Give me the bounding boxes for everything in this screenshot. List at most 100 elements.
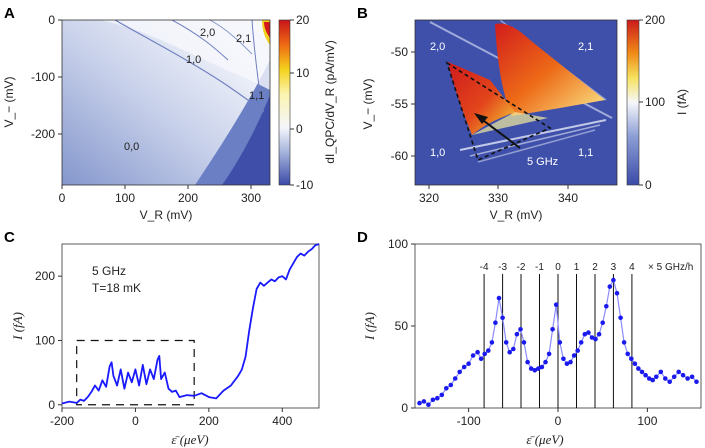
panel-d-data-point (625, 351, 630, 357)
panel-d-photon-label: 3 (611, 262, 617, 273)
panel-d-data-point (676, 369, 681, 375)
panel-b-region-label: 2,0 (430, 41, 445, 53)
panel-a-x-tick: 0 (59, 191, 66, 205)
panel-a-region-label: 0,0 (124, 141, 139, 153)
panel-a-region-label: 2,0 (200, 27, 215, 39)
panel-d-data-point (561, 356, 566, 362)
panel-d-data-point (654, 374, 659, 380)
panel-d-data-point (643, 372, 648, 378)
panel-b-annotation: 5 GHz (527, 156, 558, 168)
panel-d-letter: D (357, 229, 368, 246)
panel-d-photon-label: 4 (629, 262, 635, 273)
panel-d-photon-unit: × 5 GHz/h (648, 262, 693, 273)
panel-d-data-point (575, 348, 580, 353)
panel-b-x-axis: 320 330 340 V_R (mV) (419, 185, 578, 222)
panel-a-y-tick: -200 (31, 127, 55, 141)
panel-b-y-tick: -60 (391, 149, 409, 163)
panel-b-x-tick: 340 (558, 191, 578, 205)
panel-c-x-tick: 200 (199, 414, 219, 428)
panel-d-data-point (486, 348, 491, 353)
panel-d-data-point (421, 399, 427, 404)
panel-d-data-point (493, 320, 498, 326)
panel-d-photon-label: -1 (535, 262, 544, 273)
panel-d-data-point (466, 361, 471, 367)
panel-d-data-point (496, 295, 502, 301)
panel-d-y-tick: 0 (401, 401, 408, 415)
panel-d-data-point (680, 372, 686, 378)
panel-d-data-point (543, 359, 548, 365)
panel-a-region-label: 1,1 (249, 90, 264, 102)
panel-d-data-point (632, 361, 638, 367)
panel-d-data-point (689, 374, 695, 380)
panel-d-data-point (667, 379, 672, 385)
panel-d-data-point (629, 356, 634, 362)
panel-d-data-point (489, 340, 495, 345)
panel-d-data-point (475, 349, 480, 355)
panel-d-data-point (618, 315, 623, 321)
panel-d-data-point (546, 351, 552, 357)
panel-a-heatmap (62, 20, 270, 185)
panel-d-photon-label: -2 (517, 262, 526, 273)
panel-d-data-point (636, 366, 641, 371)
panel-d-x-tick: 0 (555, 414, 562, 428)
panel-d-x-tick: 100 (637, 414, 657, 428)
panel-d-data-point (582, 331, 588, 337)
panel-d-data-point (478, 356, 484, 362)
panel-a-y-axis: 0 -100 -200 V_− (mV) (2, 13, 62, 141)
panel-d-data-point (621, 340, 627, 345)
panel-c-x-tick: 0 (132, 414, 139, 428)
panel-c-y-tick: 200 (35, 269, 55, 283)
panel-a-colorbar-label: dI_QPC/dV_R (pA/mV) (323, 40, 337, 163)
panel-b-region-label: 1,1 (578, 147, 593, 159)
panel-c-plot (61, 243, 320, 405)
panel-c-y-axis: 0 100 200 (35, 269, 62, 412)
panel-b-y-tick: -50 (391, 45, 409, 59)
panel-c-annotation-freq: 5 GHz (92, 264, 126, 278)
panel-b-colorbar-label: I (fA) (675, 89, 689, 115)
panel-d-photon-label: 0 (555, 262, 561, 273)
panel-d-photon-label: 2 (592, 262, 598, 273)
panel-d-data-point (553, 302, 559, 308)
panel-d-data-point (452, 376, 458, 381)
panel-c-frame (61, 243, 320, 409)
panel-b-heatmap (415, 20, 617, 185)
panel-d-data-point (514, 331, 520, 337)
panel-d-data-point (593, 336, 598, 342)
panel-a-colorbar-tick: 20 (296, 13, 310, 27)
panel-a-x-tick: 100 (115, 191, 135, 205)
panel-a-colorbar-tick: -10 (296, 178, 314, 192)
panel-b-letter: B (357, 5, 368, 22)
panel-d-data-point (600, 320, 605, 326)
panel-d-x-tick: -100 (457, 414, 481, 428)
panel-d-data-point (607, 284, 613, 289)
panel-c-x-tick: -200 (50, 414, 74, 428)
panel-a-letter: A (4, 5, 15, 22)
panel-d-x-label: ε̄ (μeV) (526, 432, 563, 447)
panel-c-x-tick: 400 (272, 414, 292, 428)
panel-d-data-point (694, 379, 699, 385)
panel-a-colorbar: 20 10 0 -10 dI_QPC/dV_R (pA/mV) (278, 13, 337, 192)
panel-a-x-tick: 300 (241, 191, 261, 205)
panel-d-data-point (539, 364, 545, 370)
panel-d-photon-label: 1 (574, 262, 580, 273)
panel-d-data-point (457, 369, 463, 375)
panel-d-data-point (470, 353, 476, 358)
panel-d-photon-label: -4 (480, 262, 489, 273)
panel-d-y-label: I (fA) (362, 312, 377, 341)
panel-d-data-point (426, 402, 431, 408)
panel-d-data-point (528, 366, 534, 371)
panel-d-data-point (536, 366, 541, 371)
panel-d-data-point (518, 327, 523, 332)
panel-d: D -4 -3 -2 -1 0 1 2 3 4 × 5 GHz/h -100 0 100 0 50 10… (357, 229, 702, 447)
panel-d-data-point (439, 392, 445, 398)
panel-d-data-point (614, 290, 620, 296)
panel-b-colorbar-tick: 200 (645, 13, 665, 27)
panel-a-region-label: 1,0 (186, 54, 201, 66)
panel-b-colorbar: 200 100 0 I (fA) (626, 13, 689, 192)
panel-b-colorbar-tick: 0 (645, 178, 652, 192)
panel-a-colorbar-tick: 10 (296, 66, 310, 80)
panel-d-data-point (671, 374, 677, 380)
panel-d-data-point (435, 395, 440, 401)
panel-b-region-label: 1,0 (430, 147, 445, 159)
